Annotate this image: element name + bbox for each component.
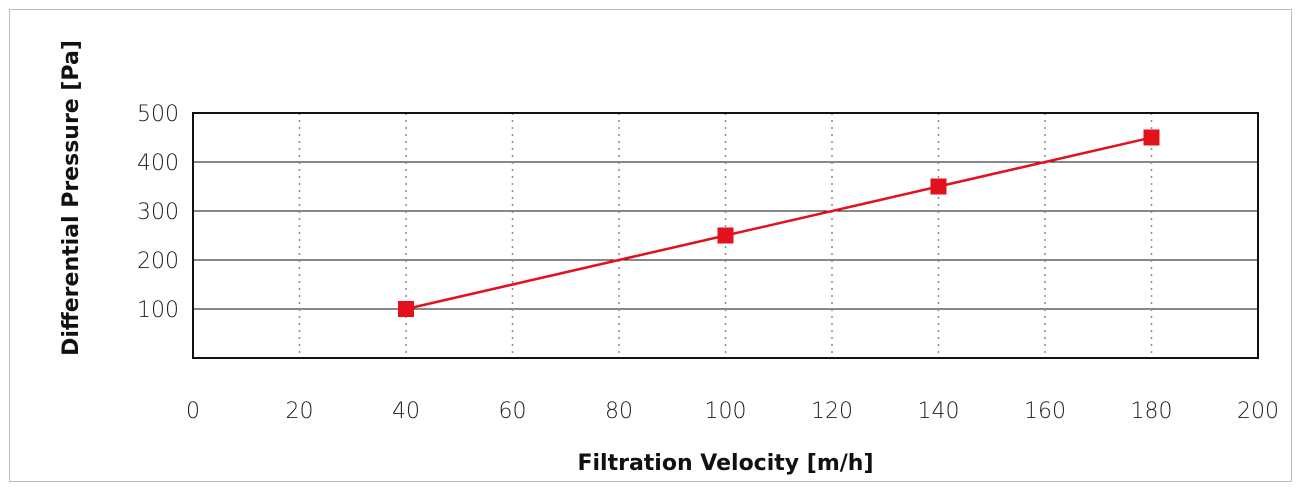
tick-labels: 100 200 300 400 500 0 20 40 60 80 100 120 140 160 180 2…	[137, 102, 1279, 424]
y-tick-label: 100	[137, 298, 179, 323]
series-line	[405, 136, 1152, 311]
x-tick-label: 100	[705, 399, 747, 424]
x-tick-label: 60	[499, 399, 527, 424]
x-tick-label: 140	[918, 399, 960, 424]
data-point-marker	[1143, 129, 1160, 146]
plot-area	[192, 112, 1259, 359]
x-tick-label: 200	[1237, 399, 1279, 424]
chart-frame	[9, 9, 1292, 482]
y-tick-label: 200	[137, 249, 179, 274]
x-tick-label: 0	[186, 399, 200, 424]
data-point-marker	[930, 178, 947, 195]
x-tick-label: 20	[286, 399, 314, 424]
x-tick-label: 180	[1131, 399, 1173, 424]
y-axis-title: Differential Pressure [Pa]	[59, 40, 84, 356]
x-tick-label: 40	[392, 399, 420, 424]
x-tick-label: 160	[1024, 399, 1066, 424]
x-axis-title: Filtration Velocity [m/h]	[577, 451, 873, 476]
x-tick-label: 120	[811, 399, 853, 424]
data-point-marker	[717, 227, 734, 244]
y-tick-label: 300	[137, 200, 179, 225]
grid	[193, 113, 1258, 358]
series-layer	[398, 129, 1160, 317]
y-tick-label: 500	[137, 102, 179, 127]
x-tick-label: 80	[605, 399, 633, 424]
data-point-marker	[398, 301, 414, 317]
y-tick-label: 400	[137, 151, 179, 176]
